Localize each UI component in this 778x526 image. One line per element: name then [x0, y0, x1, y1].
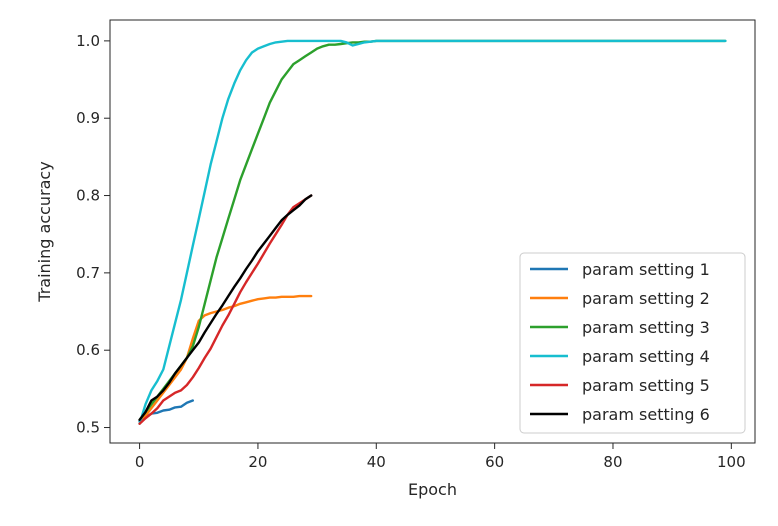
y-tick-label: 0.7	[76, 264, 100, 282]
y-tick-label: 1.0	[76, 32, 100, 50]
series-line-4	[138, 39, 727, 425]
y-tick-label: 0.8	[76, 187, 100, 205]
plot-area-border	[109, 19, 756, 444]
y-tick-label: 0.5	[76, 419, 100, 437]
series-line-6	[138, 194, 313, 421]
y-tick-label: 0.9	[76, 109, 100, 127]
legend-label: param setting 5	[582, 376, 710, 395]
legend-label: param setting 4	[582, 347, 710, 366]
x-tick-label: 40	[367, 453, 386, 471]
plot-frame	[109, 19, 756, 444]
y-axis-label: Training accuracy	[35, 161, 54, 302]
x-tick-label: 80	[603, 453, 622, 471]
series-lines	[138, 39, 727, 425]
x-axis-label: Epoch	[408, 480, 457, 499]
legend-label: param setting 6	[582, 405, 710, 424]
series-line-2	[138, 294, 313, 425]
x-tick-label: 100	[717, 453, 746, 471]
legend-label: param setting 1	[582, 260, 710, 279]
legend-label: param setting 3	[582, 318, 710, 337]
x-axis-ticks: 0 20 40 60 80 100	[135, 443, 746, 471]
y-axis-ticks: 0.5 0.6 0.7 0.8 0.9 1.0	[76, 32, 110, 437]
y-tick-label: 0.6	[76, 341, 100, 359]
legend-label: param setting 2	[582, 289, 710, 308]
series-line-5	[138, 194, 313, 425]
x-tick-label: 0	[135, 453, 145, 471]
x-tick-label: 20	[248, 453, 267, 471]
x-tick-label: 60	[485, 453, 504, 471]
legend-box	[519, 252, 746, 434]
legend: param setting 1 param setting 2 param sett…	[519, 252, 746, 434]
